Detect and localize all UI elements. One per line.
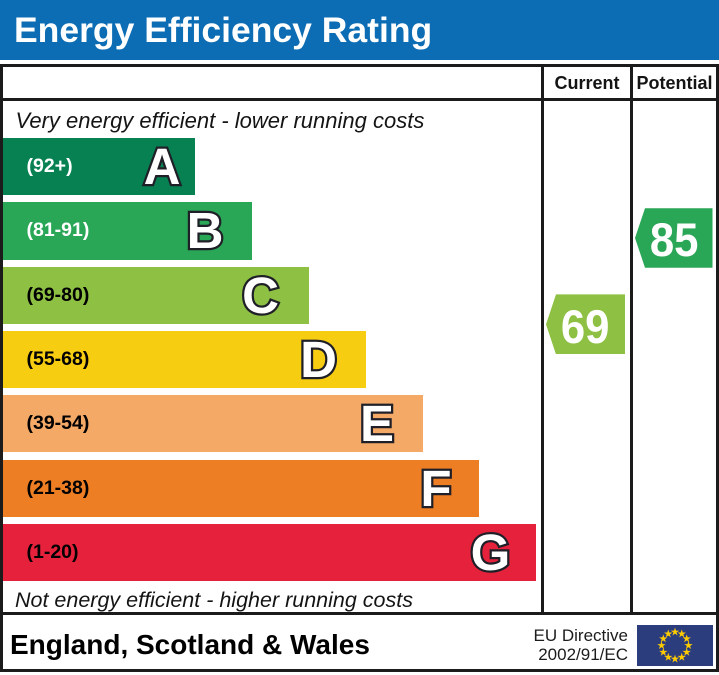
band-b-range: (81-91)	[26, 219, 90, 242]
potential-rating-pointer: 85	[635, 208, 713, 268]
column-header-current: Current	[554, 73, 620, 93]
potential-rating-value: 85	[649, 213, 699, 267]
top-note: Very energy efficient - lower running co…	[15, 107, 425, 133]
current-rating-value: 69	[561, 299, 610, 353]
band-f-range: (21-38)	[26, 476, 90, 499]
band-e-range: (39-54)	[26, 412, 90, 435]
current-rating-pointer: 69	[546, 294, 625, 355]
band-c-range: (69-80)	[26, 283, 90, 306]
bottom-note: Not energy efficient - higher running co…	[15, 587, 413, 612]
rating-table-border	[0, 64, 719, 672]
footer-row: England, Scotland & Wales EU Directive 2…	[3, 615, 716, 669]
eu-directive-line2: 2002/91/EC	[538, 645, 628, 664]
column-divider-current	[541, 64, 544, 615]
column-divider-potential	[630, 64, 633, 615]
eu-directive-label: EU Directive 2002/91/EC	[534, 626, 628, 665]
band-g-range: (1-20)	[26, 540, 79, 563]
band-d-range: (55-68)	[26, 348, 90, 371]
footer-row-divider	[0, 612, 719, 615]
header-row-divider	[0, 98, 719, 101]
band-a-range: (92+)	[26, 155, 73, 178]
region-label: England, Scotland & Wales	[10, 629, 370, 660]
eu-directive-line1: EU Directive	[533, 625, 628, 645]
eu-flag-icon	[637, 625, 713, 666]
page-title: Energy Efficiency Rating	[14, 10, 433, 50]
title-bar: Energy Efficiency Rating	[0, 0, 719, 60]
column-header-potential: Potential	[636, 73, 713, 93]
